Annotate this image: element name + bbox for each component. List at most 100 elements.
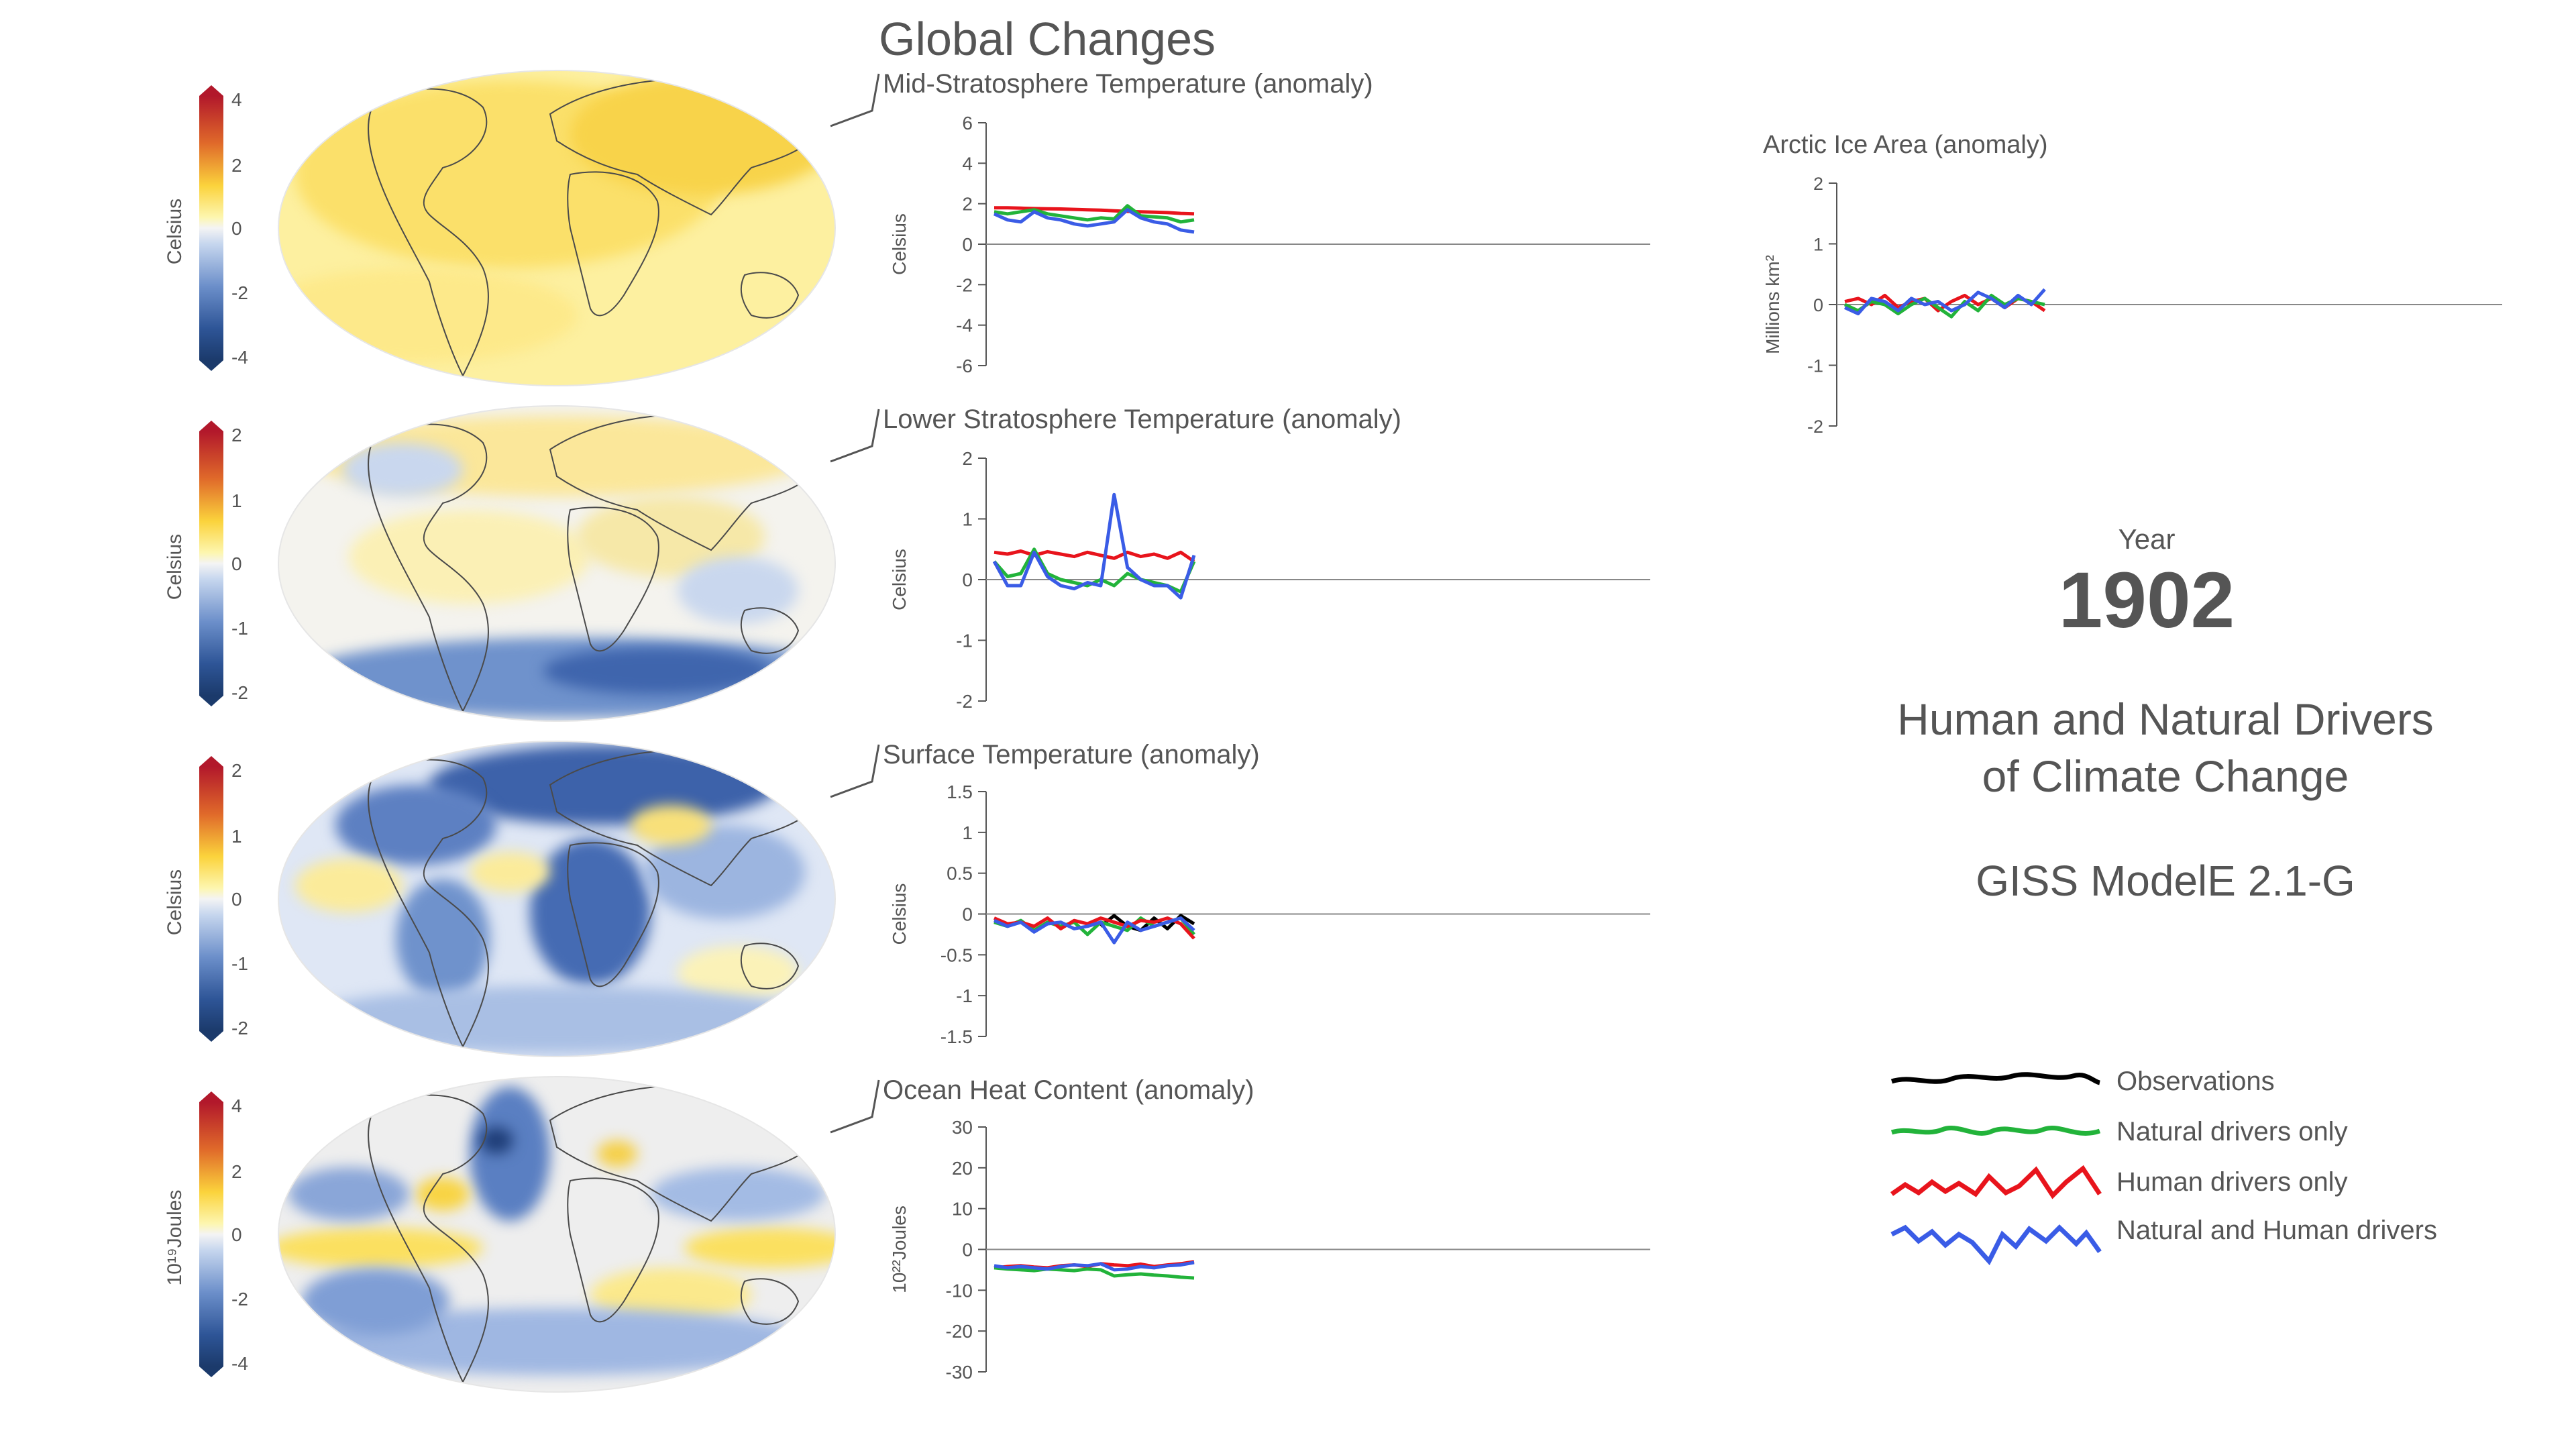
- y-axis-label: Celsius: [889, 213, 910, 275]
- y-tick-label: -1: [1807, 356, 1823, 376]
- legend-label: Observations: [2116, 1067, 2275, 1096]
- y-tick-label: 1: [962, 509, 973, 530]
- colorbar-min-arrow: [199, 1031, 223, 1042]
- y-tick-label: 20: [952, 1158, 973, 1179]
- legend-swatch-observations: [1890, 1072, 2101, 1085]
- colorbar-max-arrow: [199, 1091, 223, 1102]
- y-tick-label: -20: [946, 1321, 973, 1342]
- colorbar: 2 1 0 -1 -2 Celsius: [164, 756, 248, 1042]
- colorbar-min-arrow: [199, 360, 223, 371]
- info-title-line1: Human and Natural Drivers: [1897, 694, 2434, 744]
- ocean-heat-content-map-panel: 4 2 0 -2 -4 10¹⁹Joules: [164, 1076, 880, 1393]
- colorbar-tick: 1: [231, 826, 242, 847]
- colorbar-tick: -4: [231, 347, 248, 368]
- y-tick-label: -4: [956, 315, 973, 336]
- surface-temperature-chart: 1.5 1 0.5 0 -0.5 -1 -1.5 Celsius: [889, 782, 1650, 1047]
- y-tick-label: 6: [962, 113, 973, 133]
- y-tick-label: -1.5: [941, 1026, 973, 1047]
- series-line-human-drivers-only: [994, 549, 1195, 563]
- y-tick-label: 0: [1813, 295, 1823, 315]
- legend-swatch-natural-human: [1890, 1224, 2102, 1266]
- model-name: GISS ModelE 2.1-G: [1976, 857, 2355, 905]
- mid-stratosphere-map-panel: 4 2 0 -2 -4 Celsius: [164, 70, 880, 386]
- colorbar-gradient: [199, 1102, 223, 1366]
- y-tick-label: 2: [1813, 174, 1823, 194]
- series-line-natural-drivers-only: [994, 204, 1195, 224]
- colorbar-max-arrow: [199, 85, 223, 96]
- year-value: 1902: [2059, 556, 2235, 645]
- colorbar-tick: 0: [231, 218, 242, 239]
- legend-label: Natural drivers only: [2116, 1117, 2348, 1146]
- y-axis-label: Celsius: [889, 883, 910, 945]
- chart-title: Arctic Ice Area (anomaly): [1763, 131, 2047, 159]
- y-tick-label: 0.5: [947, 863, 973, 884]
- y-tick-label: 2: [962, 448, 973, 469]
- y-tick-label: -1: [956, 985, 973, 1006]
- y-tick-label: 0: [962, 1240, 973, 1260]
- colorbar-label: Celsius: [164, 869, 186, 935]
- colorbar-min-arrow: [199, 696, 223, 706]
- colorbar-gradient: [199, 431, 223, 696]
- y-tick-label: 10: [952, 1199, 973, 1220]
- colorbar-tick: 4: [231, 89, 242, 110]
- colorbar-tick: 2: [231, 155, 242, 176]
- y-tick-label: 0: [962, 904, 973, 925]
- series-line-natural-and-human-drivers: [994, 1260, 1195, 1272]
- map-border: [278, 405, 836, 722]
- chart-title: Surface Temperature (anomaly): [883, 740, 1260, 769]
- y-tick-label: 2: [962, 194, 973, 215]
- colorbar-tick: 4: [231, 1095, 242, 1116]
- legend-swatch-natural: [1890, 1126, 2101, 1136]
- colorbar-label: Celsius: [164, 534, 186, 600]
- colorbar-min-arrow: [199, 1366, 223, 1377]
- y-axis-label: 10²²Joules: [889, 1205, 910, 1293]
- series-line-human-drivers-only: [994, 916, 1195, 940]
- colorbar-tick: 2: [231, 425, 242, 445]
- colorbar-tick: 2: [231, 1161, 242, 1182]
- map-to-chart-connector: [830, 409, 880, 463]
- series-line-natural-and-human-drivers: [993, 208, 1195, 234]
- world-map: [278, 741, 835, 1057]
- series-line-human-drivers-only: [994, 206, 1195, 216]
- colorbar: 4 2 0 -2 -4 10¹⁹Joules: [164, 1091, 248, 1377]
- map-border: [278, 1076, 836, 1393]
- colorbar-tick: -4: [231, 1353, 248, 1374]
- mid-stratosphere-chart: 6 4 2 0 -2 -4 -6 Celsius: [889, 113, 1650, 376]
- map-border: [278, 70, 836, 386]
- colorbar-tick: -1: [231, 618, 248, 639]
- colorbar-tick: -2: [231, 682, 248, 703]
- arctic-ice-area-chart: 2 1 0 -1 -2 Millions km²: [1762, 174, 2502, 437]
- colorbar-tick: -2: [231, 1018, 248, 1038]
- colorbar-tick: -1: [231, 953, 248, 974]
- world-map: [278, 406, 835, 721]
- colorbar-tick: 2: [231, 760, 242, 781]
- colorbar-tick: -2: [231, 282, 248, 303]
- surface-temperature-map-panel: 2 1 0 -1 -2 Celsius: [164, 741, 880, 1057]
- colorbar-label: Celsius: [164, 199, 186, 264]
- y-tick-label: 1: [1813, 235, 1823, 255]
- legend-label: Human drivers only: [2116, 1167, 2348, 1197]
- y-tick-label: -2: [956, 691, 973, 712]
- chart-title: Ocean Heat Content (anomaly): [883, 1075, 1254, 1105]
- colorbar-tick: 0: [231, 553, 242, 574]
- colorbar-gradient: [199, 96, 223, 360]
- y-tick-label: -0.5: [941, 945, 973, 965]
- page-title: Global Changes: [879, 13, 1216, 65]
- series-line-natural-drivers-only: [994, 1266, 1195, 1280]
- y-axis-label: Millions km²: [1762, 255, 1783, 354]
- lower-stratosphere-chart: 2 1 0 -1 -2 Celsius: [889, 448, 1650, 712]
- colorbar-tick: 1: [231, 490, 242, 511]
- y-tick-label: 1.5: [947, 782, 973, 802]
- y-tick-label: 30: [952, 1117, 973, 1138]
- y-tick-label: -2: [956, 274, 973, 295]
- colorbar-tick: -2: [231, 1289, 248, 1309]
- world-map: [278, 1077, 835, 1392]
- map-to-chart-connector: [830, 744, 880, 798]
- y-tick-label: -6: [956, 356, 973, 376]
- legend-swatch-human: [1890, 1165, 2102, 1199]
- series-line-natural-and-human-drivers: [992, 492, 1196, 600]
- colorbar-max-arrow: [199, 756, 223, 767]
- series-line-natural-and-human-drivers: [1843, 288, 2046, 316]
- ocean-heat-content-chart: 30 20 10 0 -10 -20 -30 10²²Joules: [889, 1117, 1650, 1383]
